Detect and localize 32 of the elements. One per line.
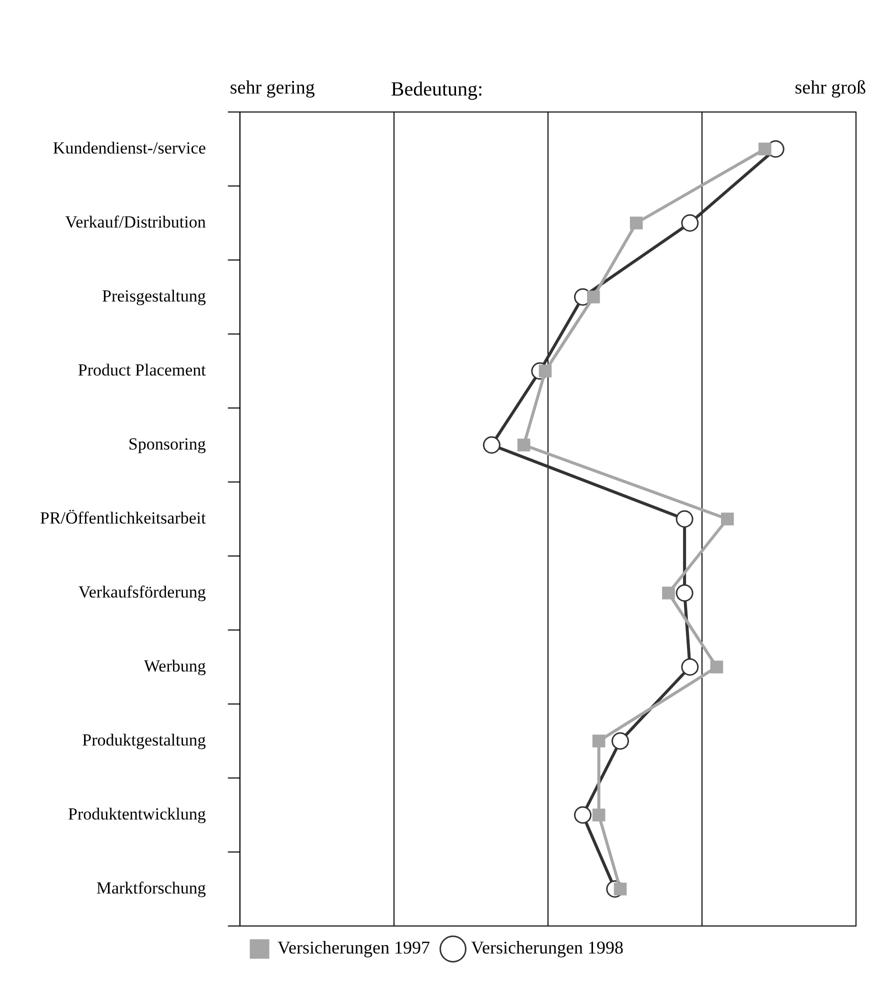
point	[676, 584, 694, 602]
legend-label: Versicherungen 1997	[278, 938, 430, 958]
y-tick-label: Marktforschung	[96, 878, 206, 898]
point	[758, 142, 772, 156]
point	[587, 290, 600, 304]
point	[630, 216, 643, 230]
point	[681, 658, 699, 676]
y-tick-label: Werbung	[144, 656, 206, 676]
y-tick-label: Sponsoring	[128, 434, 206, 454]
point	[681, 214, 699, 232]
point	[721, 512, 734, 526]
point	[592, 734, 606, 748]
point	[517, 438, 530, 452]
point	[482, 436, 500, 454]
point	[612, 732, 630, 750]
point	[574, 806, 592, 824]
point	[592, 808, 606, 822]
text: sehr gering	[230, 77, 316, 98]
y-tick-label: Produktentwicklung	[68, 804, 206, 824]
legend-label: Versicherungen 1998	[471, 938, 624, 958]
y-tick-label: Verkaufsförderung	[78, 582, 206, 602]
y-tick-label: Verkauf/Distribution	[65, 212, 206, 232]
y-tick-label: Kundendienst-/service	[52, 138, 206, 158]
point	[662, 586, 675, 600]
text: sehr groß	[794, 77, 866, 98]
y-tick-label: Product Placement	[78, 360, 206, 380]
y-tick-label: Produktgestaltung	[82, 730, 206, 750]
chart-title: Bedeutung:	[390, 78, 484, 100]
y-tick-label: Preisgestaltung	[102, 286, 206, 306]
point	[676, 510, 694, 528]
y-tick-label: PR/Öffentlichkeitsarbeit	[40, 508, 206, 528]
point	[710, 660, 724, 674]
